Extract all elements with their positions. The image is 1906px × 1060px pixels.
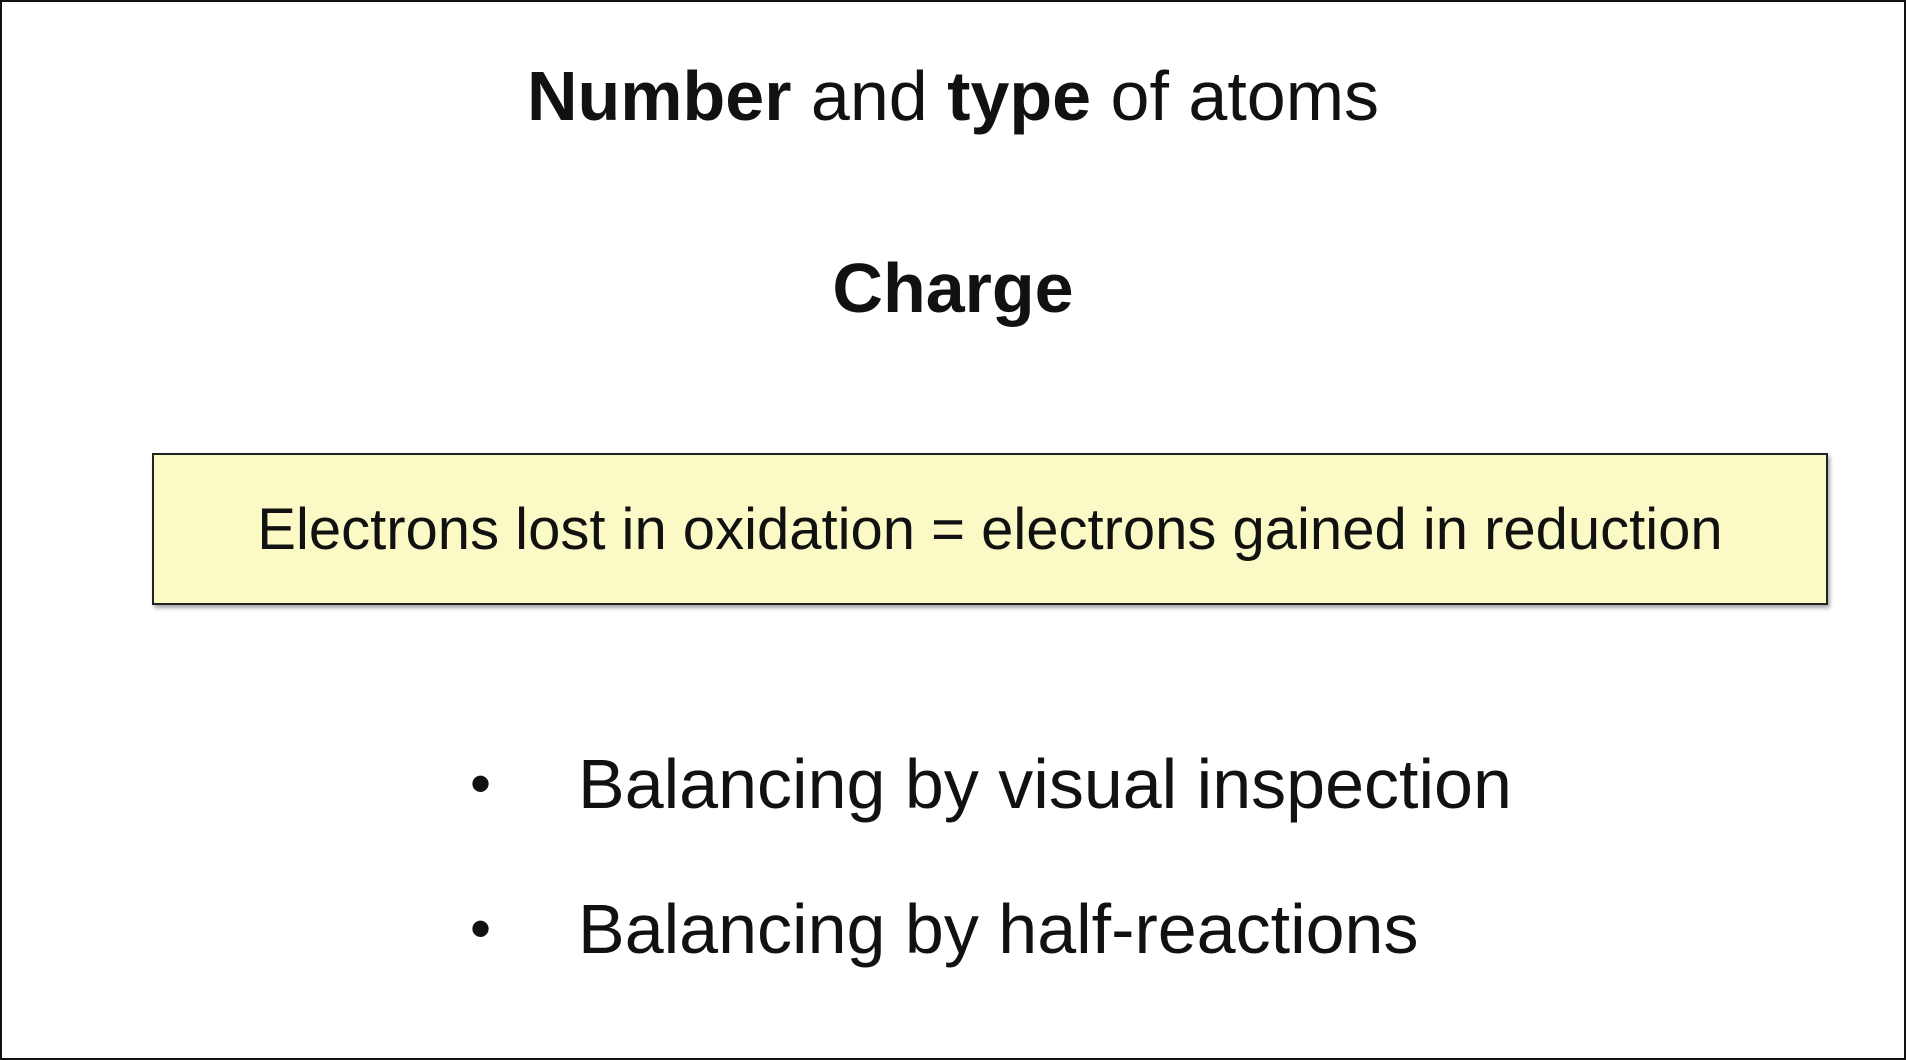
highlight-callout-box: Electrons lost in oxidation = electrons … [152,453,1828,605]
bullet-list: • Balancing by visual inspection • Balan… [2,742,1904,1032]
heading-number-and-type: Number and type of atoms [2,54,1904,138]
callout-text: Electrons lost in oxidation = electrons … [257,496,1723,562]
bullet-item-half-reactions: • Balancing by half-reactions [2,887,1904,1032]
heading-text-of-atoms: of atoms [1091,57,1380,135]
heading-text-and: and [791,57,948,135]
bullet-text: Balancing by visual inspection [578,745,1512,823]
bullet-marker: • [470,750,492,817]
heading-bold-type: type [947,57,1092,135]
heading-bold-number: Number [526,57,792,135]
heading-charge: Charge [832,249,1074,327]
bullet-item-visual-inspection: • Balancing by visual inspection [2,742,1904,887]
bullet-marker: • [470,895,492,962]
bullet-text: Balancing by half-reactions [578,890,1419,968]
